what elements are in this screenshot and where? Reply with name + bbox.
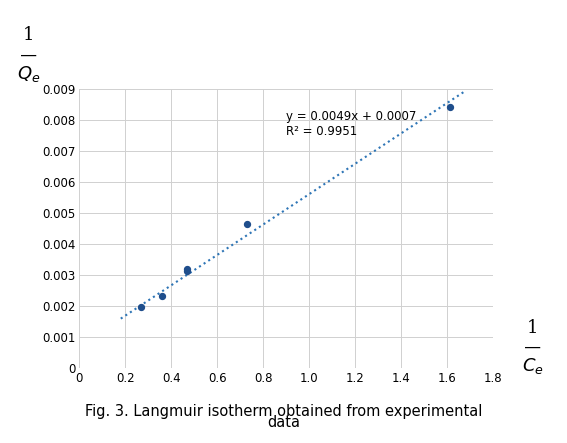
Text: data: data bbox=[267, 415, 300, 430]
Point bbox=[183, 265, 192, 272]
Text: ―: ― bbox=[526, 339, 540, 354]
Text: 1: 1 bbox=[527, 319, 539, 337]
Point bbox=[183, 267, 192, 274]
Point bbox=[445, 103, 454, 110]
Text: Fig. 3. Langmuir isotherm obtained from experimental: Fig. 3. Langmuir isotherm obtained from … bbox=[85, 404, 482, 419]
Text: $Q_e$: $Q_e$ bbox=[16, 64, 40, 84]
Text: 1: 1 bbox=[23, 26, 34, 44]
Text: $C_e$: $C_e$ bbox=[522, 356, 544, 376]
Text: y = 0.0049x + 0.0007
R² = 0.9951: y = 0.0049x + 0.0007 R² = 0.9951 bbox=[286, 110, 417, 138]
Point bbox=[243, 220, 252, 227]
Point bbox=[158, 292, 167, 299]
Point bbox=[137, 303, 146, 310]
Text: ―: ― bbox=[21, 48, 36, 63]
